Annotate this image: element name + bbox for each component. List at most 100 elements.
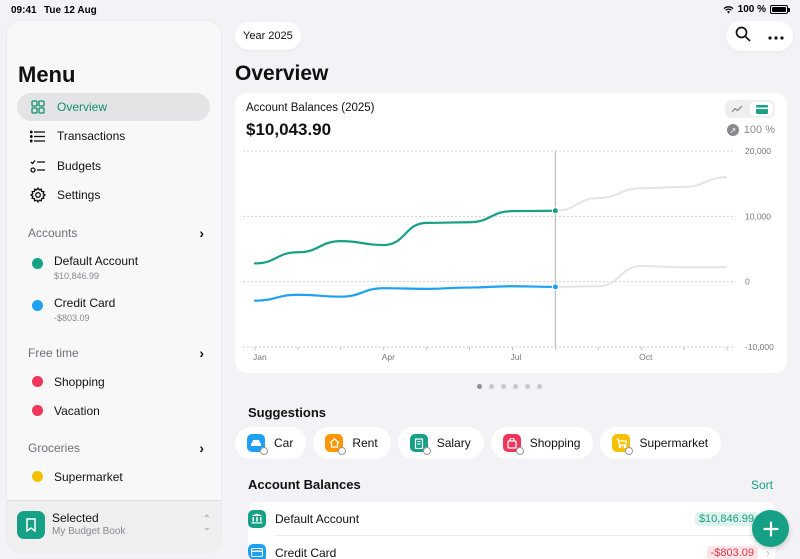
- status-bar: 09:41 Tue 12 Aug 100 %: [0, 0, 800, 20]
- account-balance: -$803.09: [54, 313, 90, 323]
- chip-label: Rent: [352, 436, 378, 450]
- line-chart-icon[interactable]: [725, 100, 748, 118]
- status-right: 100 %: [723, 4, 790, 15]
- account-balance: $10,846.99: [54, 271, 100, 281]
- chart-title: Account Balances (2025): [246, 102, 375, 114]
- balance-line-chart[interactable]: 20,000 10,000 0 -10,000 Jan Apr Jul Oct: [235, 143, 787, 368]
- account-name: Credit Card: [54, 296, 116, 310]
- sidebar-item-label: Overview: [57, 100, 108, 114]
- car-icon: [247, 434, 268, 455]
- row-divider: [275, 535, 776, 536]
- y-tick-label: 0: [745, 277, 750, 287]
- suggestion-salary[interactable]: Salary: [397, 427, 484, 459]
- bookmark-icon: [17, 511, 45, 539]
- suggestion-car[interactable]: Car: [235, 427, 307, 459]
- sidebar-account-credit-card[interactable]: Credit Card -$803.09: [32, 296, 115, 323]
- x-tick-label: Jan: [253, 352, 267, 362]
- chart-style-toggle[interactable]: [725, 100, 775, 118]
- account-name: Default Account: [54, 254, 139, 268]
- chevron-right-icon: ›: [199, 440, 204, 456]
- balance-row-amount: $10,846.99: [694, 511, 758, 526]
- battery-percent: 100 %: [737, 4, 766, 15]
- sidebar-item-shopping[interactable]: Shopping: [32, 375, 105, 389]
- status-date: Tue 12 Aug: [44, 5, 97, 16]
- suggestion-chips: Car Rent Salary Shopping Supermarket: [235, 427, 722, 459]
- balances-list: Default Account $10,846.99 › Credit Card…: [248, 502, 776, 559]
- y-tick-label: 20,000: [745, 146, 771, 156]
- category-color-dot: [32, 471, 43, 482]
- sidebar-account-default[interactable]: Default Account $10,846.99: [32, 254, 138, 281]
- page-title: Overview: [235, 62, 329, 85]
- sidebar: Menu Overview Transactions Budgets Setti…: [7, 21, 221, 552]
- x-tick-label: Jul: [510, 352, 521, 362]
- chevron-right-icon: ›: [199, 345, 204, 361]
- account-color-dot: [32, 258, 43, 269]
- category-color-dot: [32, 405, 43, 416]
- card-icon: [248, 543, 266, 559]
- section-accounts[interactable]: Accounts ›: [28, 225, 204, 241]
- checklist-icon: [29, 157, 47, 175]
- chevron-up-down-icon: ⌃ ⌄: [202, 514, 211, 533]
- x-tick-label: Oct: [639, 352, 653, 362]
- balance-row-credit-card[interactable]: Credit Card -$803.09 ›: [248, 536, 776, 559]
- x-tick-label: Apr: [382, 352, 395, 362]
- section-groceries[interactable]: Groceries ›: [28, 440, 204, 456]
- more-icon[interactable]: [768, 27, 784, 45]
- sidebar-item-budgets[interactable]: Budgets: [17, 152, 210, 180]
- chevron-right-icon: ›: [766, 545, 770, 559]
- sidebar-title: Menu: [18, 62, 76, 87]
- sidebar-item-label: Settings: [57, 188, 101, 202]
- section-free-time[interactable]: Free time ›: [28, 345, 204, 361]
- list-icon: [29, 127, 47, 145]
- card-icon[interactable]: [750, 102, 773, 116]
- cart-icon: [612, 434, 634, 455]
- selected-budget-book[interactable]: Selected My Budget Book ⌃ ⌄: [7, 500, 221, 552]
- category-name: Vacation: [54, 404, 100, 418]
- sidebar-item-transactions[interactable]: Transactions: [17, 122, 210, 150]
- sidebar-item-overview[interactable]: Overview: [17, 93, 210, 121]
- balance-row-amount: -$803.09: [706, 545, 758, 559]
- sidebar-item-label: Transactions: [57, 129, 126, 143]
- balances-title: Account Balances: [248, 477, 361, 492]
- sidebar-item-supermarket[interactable]: Supermarket: [32, 470, 123, 484]
- percent-value: 100 %: [743, 124, 775, 136]
- search-icon[interactable]: [735, 26, 751, 47]
- projected-series-line: [555, 264, 727, 288]
- suggestion-shopping[interactable]: Shopping: [490, 427, 594, 459]
- page-dot: [513, 384, 518, 389]
- series-line: [253, 285, 557, 302]
- balance-row-default-account[interactable]: Default Account $10,846.99 ›: [248, 502, 776, 536]
- account-balances-card: Account Balances (2025) $10,043.90 ↗ 100…: [235, 93, 787, 373]
- series-line: [253, 209, 557, 265]
- bag-icon: [502, 434, 524, 455]
- add-button[interactable]: [752, 510, 789, 547]
- category-name: Supermarket: [54, 470, 123, 484]
- suggestions-title: Suggestions: [248, 405, 327, 420]
- y-tick-label: -10,000: [745, 342, 774, 352]
- suggestion-rent[interactable]: Rent: [313, 427, 391, 459]
- selected-subtitle: My Budget Book: [52, 526, 126, 537]
- section-title: Free time: [28, 346, 79, 360]
- house-icon: [325, 434, 347, 455]
- projected-series-line: [555, 176, 728, 212]
- percent-change: ↗ 100 %: [726, 124, 775, 136]
- balance-row-name: Default Account: [275, 511, 360, 526]
- sidebar-item-settings[interactable]: Settings: [17, 181, 210, 209]
- page-dot: [537, 384, 542, 389]
- sort-button[interactable]: Sort: [750, 478, 773, 492]
- building-icon: [409, 434, 431, 455]
- chip-label: Car: [274, 436, 294, 450]
- sidebar-item-vacation[interactable]: Vacation: [32, 404, 100, 418]
- page-dot: [477, 384, 482, 389]
- status-time: 09:41: [11, 5, 37, 16]
- wifi-icon: [723, 6, 734, 14]
- chart-total: $10,043.90: [246, 120, 332, 139]
- page-dot: [525, 384, 530, 389]
- top-actions: [726, 21, 793, 51]
- sidebar-item-label: Budgets: [57, 159, 102, 173]
- battery-icon: [770, 5, 790, 14]
- chevron-right-icon: ›: [199, 225, 204, 241]
- suggestion-supermarket[interactable]: Supermarket: [600, 427, 722, 459]
- year-button[interactable]: Year 2025: [235, 22, 301, 50]
- page-dot: [489, 384, 494, 389]
